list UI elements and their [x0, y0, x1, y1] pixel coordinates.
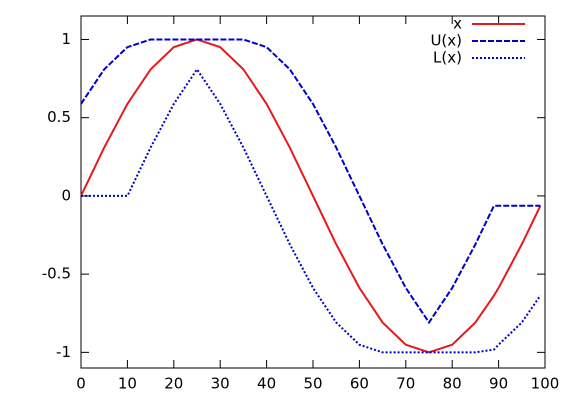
series-line — [80, 38, 541, 325]
legend-label: L(x) — [433, 49, 462, 67]
x-tick-label: 90 — [489, 375, 508, 393]
legend-label: x — [453, 15, 462, 33]
x-tick-label: 60 — [350, 375, 369, 393]
x-tick-label: 70 — [396, 375, 415, 393]
x-tick-label: 30 — [211, 375, 230, 393]
x-tick-label: 40 — [257, 375, 276, 393]
x-tick-label: 50 — [303, 375, 322, 393]
x-tick-label: 80 — [443, 375, 462, 393]
y-tick-label: -0.5 — [42, 265, 71, 283]
y-tick-label: 1 — [61, 30, 71, 48]
y-tick-label: 0 — [61, 186, 71, 204]
series-line — [80, 38, 542, 354]
x-tick-label: 20 — [164, 375, 183, 393]
x-tick-label: 10 — [118, 375, 137, 393]
x-tick-label: 0 — [76, 375, 86, 393]
y-tick-label: 0.5 — [47, 108, 71, 126]
legend-label: U(x) — [430, 32, 462, 50]
x-tick-label: 100 — [531, 375, 560, 393]
series-line — [81, 67, 542, 354]
y-tick-label: -1 — [56, 343, 71, 361]
